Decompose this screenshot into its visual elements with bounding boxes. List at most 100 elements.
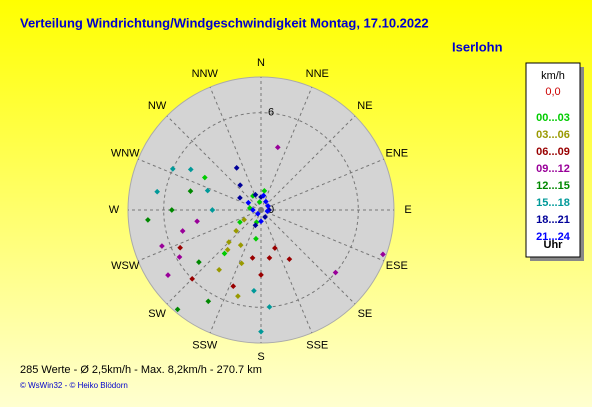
data-point [168,207,175,213]
data-point [286,256,293,262]
data-point [233,165,240,171]
data-point [261,188,268,194]
data-point [255,210,261,217]
direction-label: NNW [192,68,219,80]
data-point [237,219,243,225]
data-point [196,259,202,265]
data-point [235,293,241,299]
direction-label: WSW [111,260,140,272]
data-point [187,188,194,194]
spoke [260,209,313,334]
legend-title: km/h [541,70,565,82]
data-point [145,217,151,223]
data-point [224,246,231,253]
legend-entry: 21...24 [536,231,571,243]
data-point [179,228,186,234]
data-point [237,242,244,248]
data-point [241,216,247,223]
data-point [221,250,228,257]
data-point [249,255,256,261]
direction-label: SW [148,308,166,320]
data-point [272,245,278,251]
data-point [230,283,237,290]
legend-entry: 03...06 [536,129,570,141]
legend-box [525,62,581,258]
data-point [264,208,271,214]
data-point [258,272,264,278]
data-point [233,228,239,234]
direction-label: SSE [306,340,328,352]
data-point [177,244,183,251]
spoke [166,209,262,305]
data-point [258,328,264,335]
direction-label: WNW [111,148,140,160]
data-point [253,235,259,242]
spoke [260,209,385,262]
direction-label: NE [357,100,372,112]
spoke [260,115,356,211]
direction-label: S [257,351,264,363]
data-point [154,188,161,195]
copyright: © WsWin32 - © Heiko Blödorn [20,381,128,390]
direction-label: W [109,204,120,216]
direction-label: E [404,204,411,216]
data-point [332,269,339,276]
data-point [260,192,267,199]
direction-label: SSW [192,340,218,352]
data-point [205,298,212,305]
data-point [194,218,200,225]
spoke [209,86,262,211]
spoke [166,115,262,211]
data-point [380,251,386,258]
data-point [245,199,252,206]
data-point [209,207,216,213]
data-point [204,187,211,194]
data-point [252,222,259,229]
data-point [265,203,271,209]
data-point [252,191,259,198]
data-point [238,260,245,267]
data-point [263,198,269,205]
spoke [260,209,356,305]
data-point [189,275,196,282]
data-point [159,243,165,249]
location: Iserlohn [452,39,503,54]
data-point [237,195,243,201]
direction-label: N [257,57,265,69]
chart-title: Verteilung Windrichtung/Windgeschwindigk… [20,15,429,30]
legend-entry: 12...15 [536,180,570,192]
data-point [226,239,232,245]
data-point [237,182,243,188]
spoke [137,158,262,211]
spoke [260,158,385,211]
data-point [169,166,176,172]
legend-entry: 06...09 [536,146,570,158]
data-point [216,266,222,273]
data-point [262,214,268,220]
legend-entry: 09...12 [536,163,570,175]
spoke [260,86,313,211]
grid-ring [163,112,359,308]
data-point [165,272,171,278]
data-point [251,287,257,294]
direction-label: NNE [306,68,329,80]
data-point [266,304,273,310]
legend-entry: 18...21 [536,214,570,226]
direction-label: SE [358,308,373,320]
legend-entry: 15...18 [536,197,570,209]
data-point [176,254,183,260]
data-point [258,218,264,225]
data-point [187,166,194,173]
data-point [174,306,181,313]
footer: 285 Werte - Ø 2,5km/h - Max. 8,2km/h - 2… [20,364,262,376]
data-point [201,174,208,181]
spoke [209,209,262,334]
calm-label: 0,0 [545,86,560,98]
data-point [256,199,263,205]
legend-footer: Uhr [544,239,564,251]
data-point [266,255,273,261]
r-tick-label: 6 [268,107,274,119]
direction-label: ESE [386,260,408,272]
spoke [137,209,262,262]
